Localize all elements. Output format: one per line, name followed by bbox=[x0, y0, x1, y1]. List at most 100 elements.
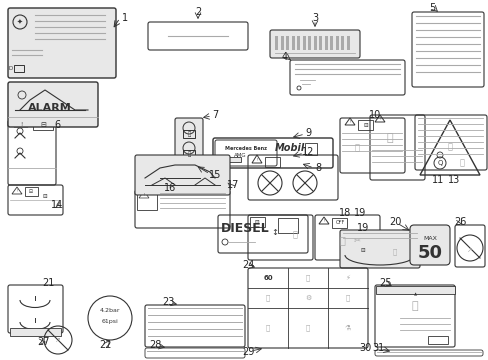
Text: ⚙: ⚙ bbox=[304, 295, 310, 301]
Text: DIESEL: DIESEL bbox=[220, 221, 269, 234]
Text: 24: 24 bbox=[242, 260, 254, 270]
Text: 31: 31 bbox=[371, 343, 384, 353]
Text: ▲: ▲ bbox=[414, 293, 417, 297]
Text: AMG: AMG bbox=[233, 153, 246, 158]
Text: 🔧: 🔧 bbox=[305, 275, 309, 281]
Text: 1: 1 bbox=[122, 13, 128, 23]
Bar bbox=[296, 36, 299, 50]
Text: 23: 23 bbox=[162, 297, 174, 307]
Text: 27: 27 bbox=[37, 337, 49, 347]
Text: ALARM: ALARM bbox=[28, 103, 72, 113]
Text: 14: 14 bbox=[51, 200, 63, 210]
Text: Mobil: Mobil bbox=[274, 143, 305, 153]
Bar bbox=[346, 36, 349, 50]
Bar bbox=[331, 218, 346, 228]
Text: 🔒: 🔒 bbox=[187, 151, 190, 157]
Text: 6: 6 bbox=[54, 120, 60, 130]
Bar bbox=[25, 187, 38, 196]
Text: 9: 9 bbox=[305, 128, 310, 138]
Text: 25: 25 bbox=[378, 278, 390, 288]
Text: ✂: ✂ bbox=[353, 235, 360, 244]
Text: ↕: ↕ bbox=[271, 228, 278, 237]
Text: 📯: 📯 bbox=[292, 230, 297, 239]
Text: 🚶: 🚶 bbox=[447, 143, 451, 152]
Bar bbox=[305, 143, 316, 155]
Text: ⚡: ⚡ bbox=[345, 275, 350, 281]
Text: 12: 12 bbox=[301, 147, 314, 157]
Text: 7: 7 bbox=[211, 110, 218, 120]
Text: 11: 11 bbox=[431, 175, 443, 185]
Bar bbox=[249, 217, 264, 227]
FancyBboxPatch shape bbox=[8, 82, 98, 127]
FancyBboxPatch shape bbox=[135, 155, 229, 195]
Text: 26: 26 bbox=[453, 217, 465, 227]
Bar bbox=[14, 65, 24, 72]
Text: 🧑: 🧑 bbox=[338, 235, 344, 245]
Text: !: ! bbox=[323, 219, 324, 223]
Text: 4.2bar: 4.2bar bbox=[100, 309, 120, 314]
Text: 15: 15 bbox=[208, 170, 221, 180]
Text: 60: 60 bbox=[263, 275, 272, 281]
Bar bbox=[307, 36, 310, 50]
Text: !: ! bbox=[20, 122, 22, 126]
Text: 🦌: 🦌 bbox=[411, 301, 417, 311]
FancyBboxPatch shape bbox=[269, 30, 359, 58]
Text: 8: 8 bbox=[314, 163, 321, 173]
Text: 📖: 📖 bbox=[459, 158, 464, 167]
Bar bbox=[340, 36, 343, 50]
Bar bbox=[278, 218, 297, 233]
Text: 🔩: 🔩 bbox=[345, 295, 349, 301]
FancyBboxPatch shape bbox=[339, 230, 419, 268]
Text: 21: 21 bbox=[42, 278, 54, 288]
Bar bbox=[357, 120, 372, 130]
Text: 5: 5 bbox=[428, 3, 434, 13]
Bar bbox=[183, 130, 195, 138]
Text: 🔒: 🔒 bbox=[265, 295, 269, 301]
Text: ⊟: ⊟ bbox=[29, 189, 33, 194]
Text: ⊟: ⊟ bbox=[360, 248, 365, 252]
Text: 50: 50 bbox=[417, 244, 442, 262]
Text: 👤: 👤 bbox=[386, 133, 392, 143]
Bar bbox=[291, 36, 294, 50]
Text: ✦: ✦ bbox=[17, 19, 23, 25]
Text: ⊟: ⊟ bbox=[363, 122, 367, 127]
Text: 30: 30 bbox=[358, 343, 370, 353]
Bar bbox=[427, 336, 447, 344]
Bar bbox=[216, 157, 241, 162]
Bar bbox=[329, 36, 332, 50]
Text: 13: 13 bbox=[447, 175, 459, 185]
Bar bbox=[264, 157, 280, 167]
Text: 29: 29 bbox=[242, 347, 254, 357]
Text: 🔑: 🔑 bbox=[305, 325, 309, 331]
FancyBboxPatch shape bbox=[409, 225, 449, 265]
FancyBboxPatch shape bbox=[8, 8, 116, 78]
Text: OFF: OFF bbox=[335, 220, 344, 225]
Text: !: ! bbox=[256, 158, 257, 162]
Text: 16: 16 bbox=[163, 183, 176, 193]
Text: ⊟: ⊟ bbox=[254, 220, 259, 225]
Text: 🔒: 🔒 bbox=[187, 131, 190, 137]
Bar bbox=[183, 150, 195, 158]
Text: !: ! bbox=[348, 120, 350, 124]
Text: ⊟: ⊟ bbox=[40, 122, 46, 128]
Bar bbox=[33, 120, 53, 130]
Text: 📯: 📯 bbox=[392, 249, 396, 255]
Bar bbox=[10, 328, 61, 336]
Text: Mercedes Benz: Mercedes Benz bbox=[224, 145, 266, 150]
Text: !: ! bbox=[143, 193, 144, 197]
Text: 📊: 📊 bbox=[265, 325, 269, 331]
Text: 19: 19 bbox=[353, 208, 366, 218]
Text: Q: Q bbox=[436, 160, 442, 166]
Bar bbox=[375, 286, 454, 294]
Text: 28: 28 bbox=[148, 340, 161, 350]
Text: 10: 10 bbox=[368, 110, 380, 120]
Text: !: ! bbox=[378, 117, 380, 121]
Bar bbox=[285, 36, 288, 50]
Bar bbox=[280, 36, 283, 50]
Text: ⊟: ⊟ bbox=[42, 194, 47, 198]
Text: 20: 20 bbox=[388, 217, 400, 227]
Bar bbox=[302, 36, 305, 50]
Text: 22: 22 bbox=[99, 340, 111, 350]
Text: ↗: ↗ bbox=[466, 247, 472, 253]
Bar bbox=[313, 36, 316, 50]
